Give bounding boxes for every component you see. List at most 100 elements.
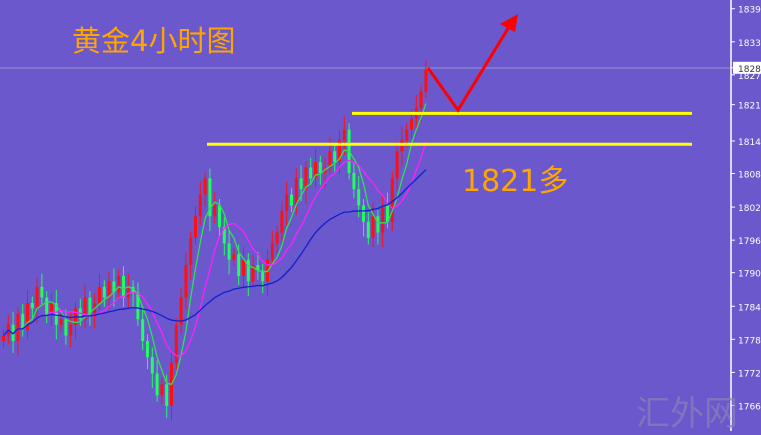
candle-body xyxy=(165,384,169,406)
candle-body xyxy=(117,275,121,293)
candle-body xyxy=(160,384,164,396)
y-tick-label: 1839. xyxy=(738,6,761,16)
candle-body xyxy=(318,162,322,173)
y-tick-label: 1808.9 xyxy=(738,170,761,180)
current-price-box xyxy=(733,61,761,74)
candle-body xyxy=(35,286,39,309)
ma-long-line xyxy=(3,169,427,336)
forecast-arrowhead xyxy=(500,14,518,32)
candle-body xyxy=(122,275,125,298)
candle-body xyxy=(371,216,375,238)
y-tick-label: 1796.6 xyxy=(738,237,761,247)
y-tick-label: 1827. xyxy=(738,72,761,82)
candle-body xyxy=(410,118,413,130)
candle-body xyxy=(112,281,116,293)
candle-body xyxy=(352,172,356,190)
candle-body xyxy=(419,91,423,108)
candle-body xyxy=(30,303,34,309)
candle-body xyxy=(155,373,159,396)
y-tick-label: 1828. xyxy=(738,65,761,75)
candle-body xyxy=(400,140,404,152)
candle-body xyxy=(64,319,68,336)
candle-body xyxy=(333,151,337,163)
ma-short-line xyxy=(3,103,427,386)
candle-body xyxy=(227,243,231,260)
candle-body xyxy=(386,205,389,222)
candle-body xyxy=(270,243,274,260)
candle-body xyxy=(21,313,25,331)
y-tick-label: 1772. xyxy=(738,369,761,379)
candle-body xyxy=(232,254,236,260)
candle-body xyxy=(405,129,409,141)
y-tick-label: 1778. xyxy=(738,336,761,346)
candle-body xyxy=(194,216,197,238)
candle-body xyxy=(357,189,361,206)
candle-body xyxy=(237,254,241,276)
annotation-1821: 1821多 xyxy=(462,164,569,199)
candle-body xyxy=(146,340,149,358)
candle-body xyxy=(16,313,20,341)
candle-body xyxy=(285,194,289,211)
candle-body xyxy=(59,319,63,325)
candle-body xyxy=(376,216,380,233)
candle-body xyxy=(126,286,130,298)
candle-body xyxy=(290,194,293,206)
candle-body xyxy=(179,297,183,325)
candle-body xyxy=(213,205,217,217)
candle-body xyxy=(424,69,428,92)
candle-body xyxy=(222,227,226,244)
candle-body xyxy=(338,140,341,163)
candle-body xyxy=(299,178,303,190)
ma-mid-line xyxy=(3,141,427,357)
candle-body xyxy=(50,303,53,314)
candle-body xyxy=(275,232,279,244)
candle-body xyxy=(304,167,308,190)
candle-body xyxy=(342,129,346,141)
candle-body xyxy=(83,297,87,320)
candle-body xyxy=(189,237,193,266)
candle-body xyxy=(328,151,332,168)
y-tick-label: 1833. xyxy=(738,39,761,49)
candle-body xyxy=(280,210,284,233)
candle-body xyxy=(362,205,365,222)
candle-body xyxy=(174,324,178,363)
candle-body xyxy=(381,205,385,233)
y-tick-label: 1784.4 xyxy=(738,303,761,313)
candle-body xyxy=(203,178,207,195)
candle-body xyxy=(366,221,370,238)
candle-body xyxy=(184,265,188,298)
candle-body xyxy=(150,357,154,374)
y-tick-label: 1790.6 xyxy=(738,270,761,280)
y-tick-label: 1766. xyxy=(738,402,761,412)
candle-body xyxy=(69,324,73,336)
candle-body xyxy=(107,281,111,298)
chart-title: 黄金4小时图 xyxy=(72,24,236,58)
candle-body xyxy=(198,194,202,217)
candle-body xyxy=(256,265,260,271)
candle-body xyxy=(242,259,245,276)
candle-body xyxy=(390,178,394,222)
candle-body xyxy=(2,335,5,341)
candle-body xyxy=(395,151,399,179)
candle-body xyxy=(102,286,106,298)
candle-body xyxy=(246,259,250,282)
candle-body xyxy=(54,303,58,325)
candle-body xyxy=(208,178,212,217)
y-tick-label: 1802.7 xyxy=(738,204,761,214)
watermark: 汇外网 xyxy=(636,394,738,434)
candle-body xyxy=(309,167,313,179)
candle-body xyxy=(141,319,145,341)
forecast-arrow-line xyxy=(426,21,514,113)
y-tick-label: 1821.6 xyxy=(738,102,761,112)
candle-body xyxy=(45,297,49,314)
candle-body xyxy=(136,292,140,320)
candle-body xyxy=(314,162,317,179)
candle-body xyxy=(251,265,255,282)
candle-body xyxy=(261,270,265,282)
candle-body xyxy=(218,205,221,228)
candle-body xyxy=(40,286,44,298)
candle-body xyxy=(294,178,298,206)
y-tick-label: 1814.9 xyxy=(738,138,761,148)
